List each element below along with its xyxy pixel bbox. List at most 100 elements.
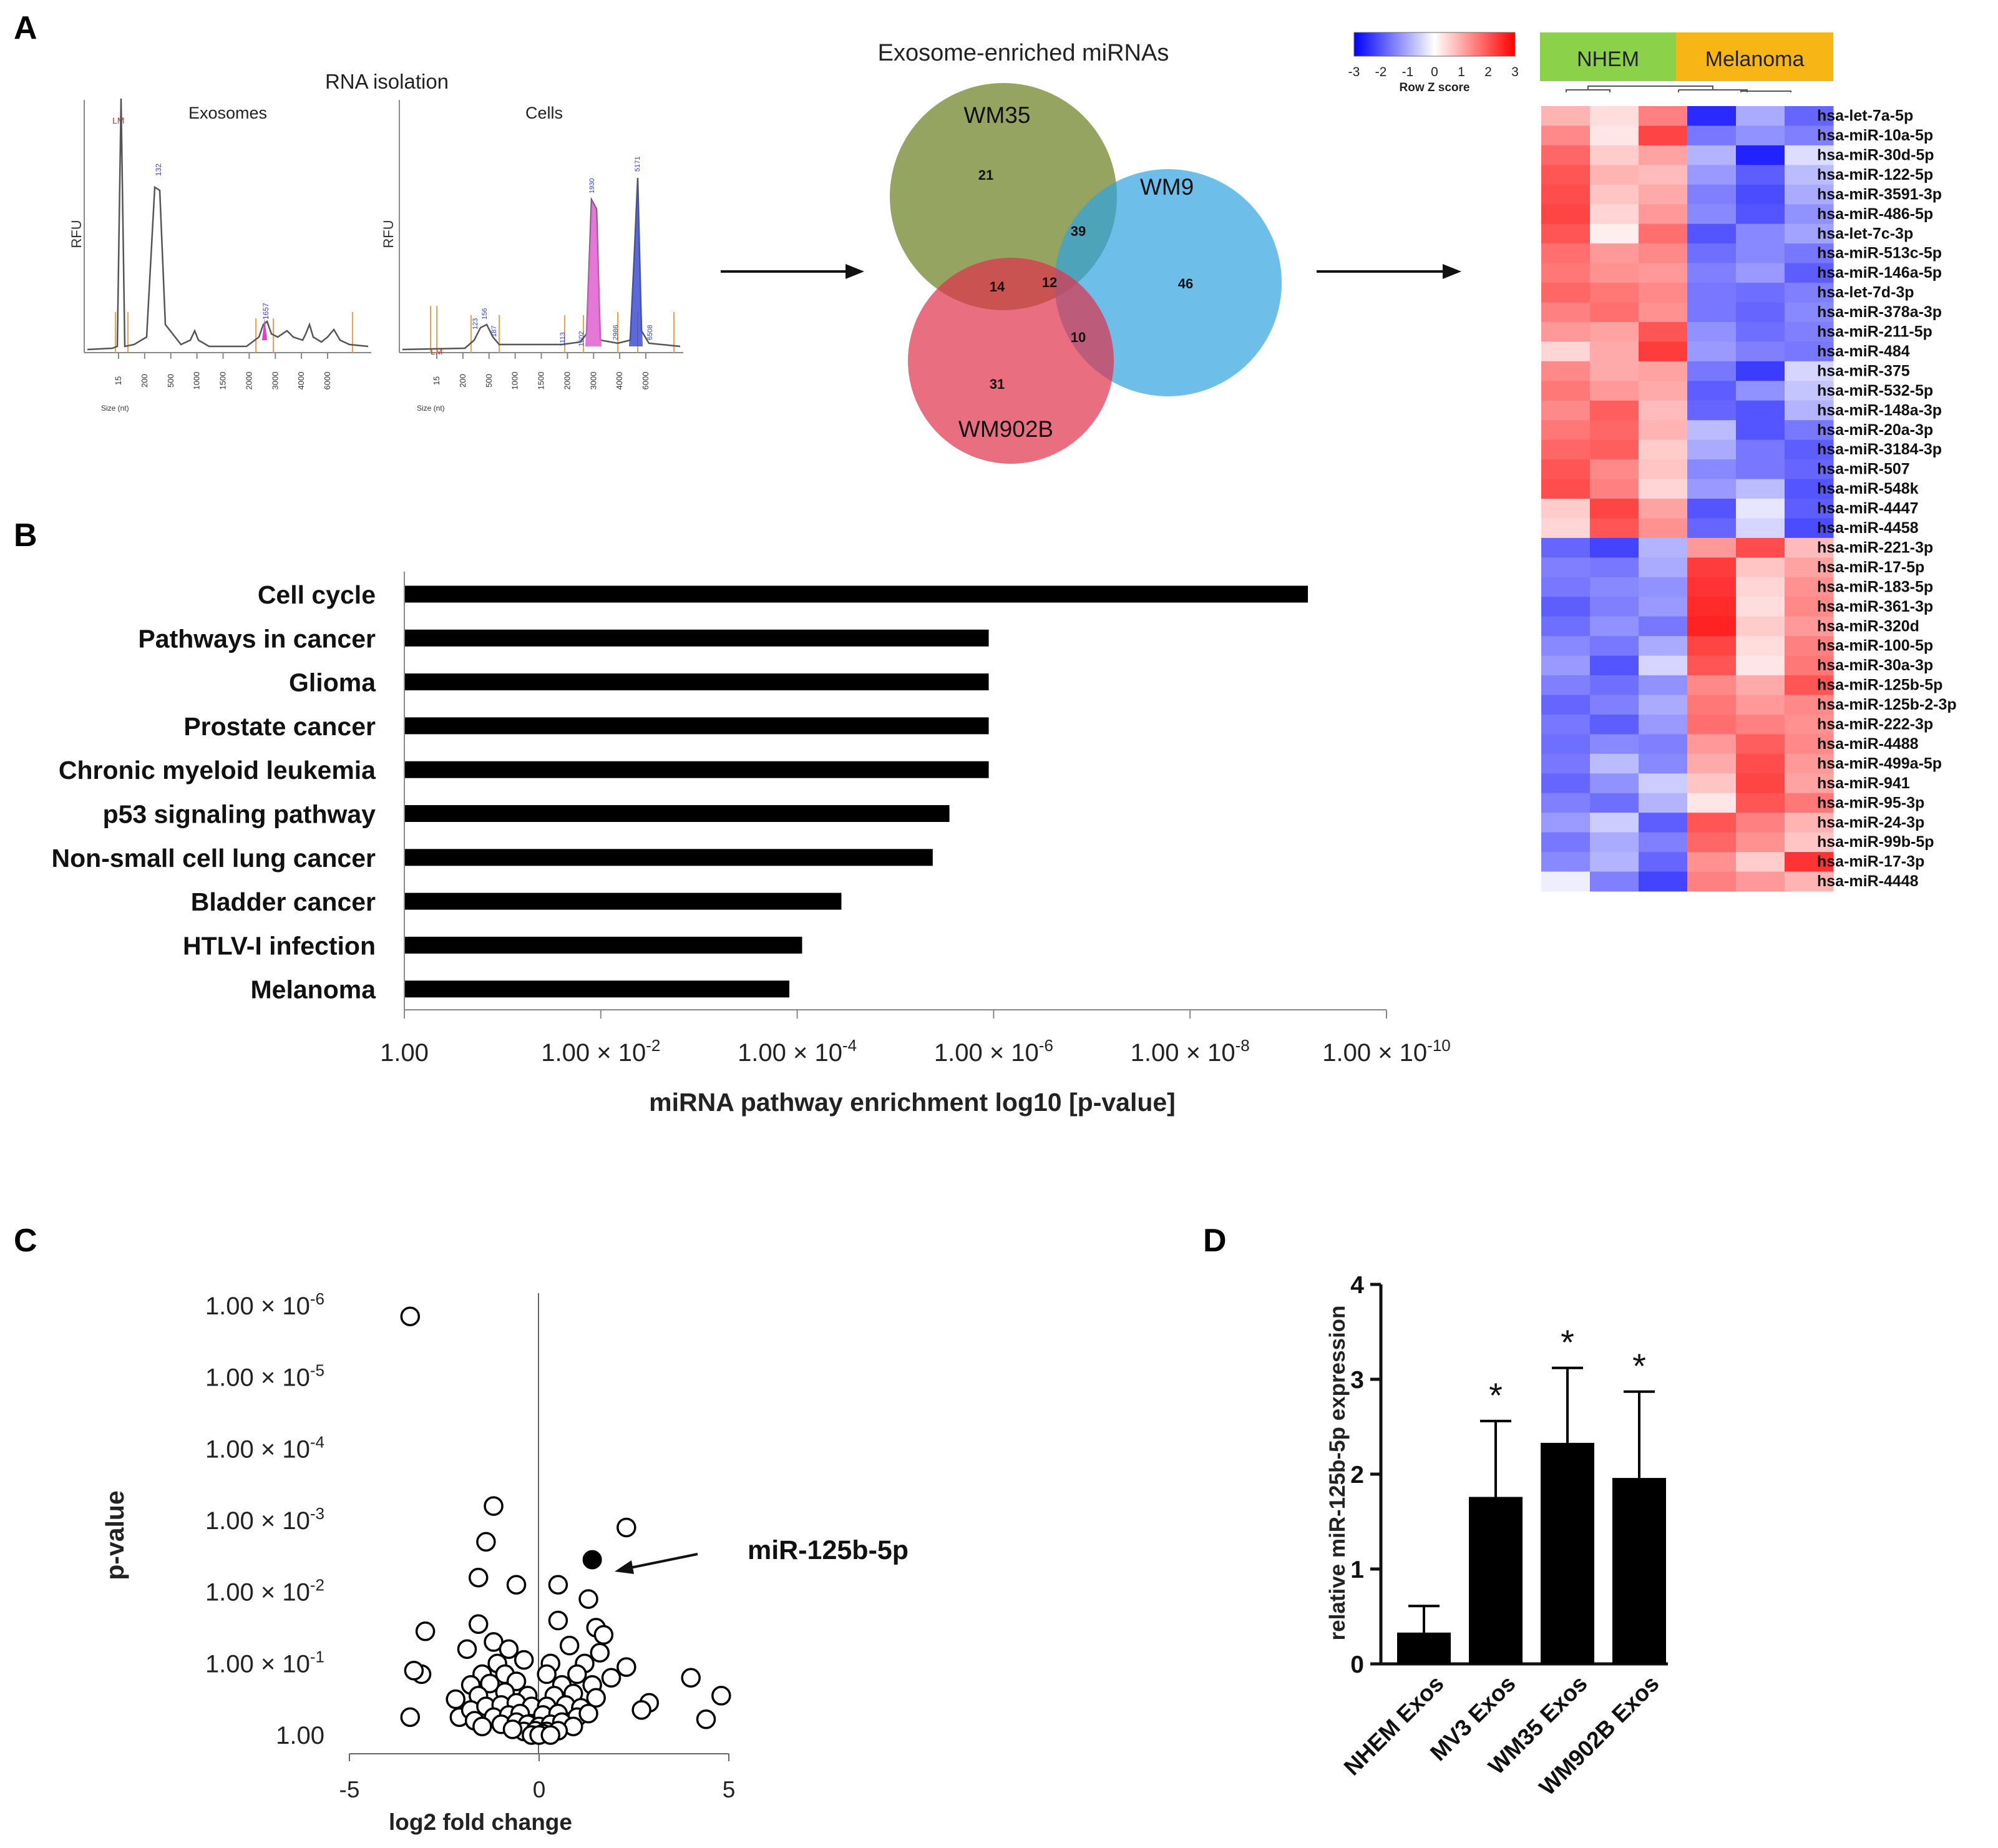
- heatmap-cell: [1590, 537, 1639, 558]
- heatmap-cell: [1785, 734, 1834, 755]
- heatmap-cell: [1687, 283, 1737, 303]
- heatmap-cell: [1785, 283, 1834, 303]
- heatmap-cell: [1541, 321, 1591, 342]
- heatmap-cell: [1687, 597, 1737, 617]
- heatmap-cell: [1687, 734, 1737, 755]
- heatmap-cell: [1785, 675, 1834, 695]
- heatmap-cell: [1639, 283, 1688, 303]
- heatmap-row-label: hsa-miR-484: [1817, 343, 1910, 360]
- heatmap-cell: [1639, 459, 1688, 480]
- chart-b-categories: Cell cycle Pathways in cancer Glioma Prosta…: [52, 580, 377, 1004]
- panel-label-d: D: [1203, 1223, 1227, 1259]
- heatmap-cell: [1736, 204, 1785, 225]
- chart-c-point: [468, 1567, 489, 1588]
- heatmap-cell: [1785, 773, 1834, 794]
- heatmap-cell: [1687, 459, 1737, 480]
- chart-d-y-tick: 3: [1350, 1367, 1364, 1394]
- cells-xlabel: Size (nt): [417, 404, 445, 413]
- chart-c-y-ticks: 1.00 1.00 × 10-1 1.00 × 10-2 1.00 × 10-3 1.0…: [205, 1289, 324, 1749]
- heatmap-cell: [1639, 439, 1688, 460]
- cells-x-ticks: 15 200 500 1000 1500 2000 3000 4000 6000: [432, 353, 650, 389]
- heatmap-cell: [1639, 204, 1688, 225]
- heatmap-cell: [1541, 577, 1591, 597]
- heatmap-cell: [1590, 459, 1639, 480]
- heatmap-cell: [1639, 263, 1688, 283]
- heatmap-cell: [1687, 125, 1737, 146]
- heatmap-cell: [1541, 302, 1591, 323]
- heatmap-row-label: hsa-miR-146a-5p: [1817, 264, 1942, 281]
- exosomes-trace: [87, 98, 369, 351]
- heatmap-cell: [1687, 537, 1737, 558]
- heatmap-cell: [1639, 499, 1688, 519]
- heatmap-row-label: hsa-miR-3184-3p: [1817, 441, 1942, 458]
- chart-d-significance: *: [1489, 1376, 1503, 1415]
- heatmap-cell: [1687, 852, 1737, 873]
- exosomes-peak-label: 132: [154, 164, 163, 176]
- heatmap-row-label: hsa-miR-320d: [1817, 617, 1919, 635]
- heatmap-row-label: hsa-miR-507: [1817, 461, 1910, 478]
- panel-label-b: B: [14, 517, 37, 554]
- heatmap-cell: [1590, 381, 1639, 401]
- heatmap-cell: [1541, 381, 1591, 401]
- heatmap-cell: [1590, 420, 1639, 441]
- exosomes-x-tick: 15: [114, 376, 123, 385]
- heatmap-cell: [1785, 577, 1834, 597]
- heatmap-cell: [1687, 439, 1737, 460]
- heatmap-cell: [1736, 714, 1785, 735]
- panel-label-c: C: [14, 1223, 37, 1259]
- heatmap-cell: [1590, 793, 1639, 813]
- heatmap-cell: [1639, 361, 1688, 381]
- chart-c-point: [472, 1716, 492, 1736]
- heatmap-cell: [1639, 695, 1688, 715]
- venn-label-wm902b: WM902B: [958, 416, 1053, 442]
- heatmap-cell: [1639, 852, 1688, 873]
- heatmap-cell: [1736, 597, 1785, 617]
- zscore-tick: -1: [1402, 65, 1414, 79]
- heatmap-row-label: hsa-miR-221-3p: [1817, 539, 1933, 556]
- venn-count-wm9-wm902b: 10: [1071, 330, 1086, 345]
- heatmap-cell: [1736, 420, 1785, 441]
- heatmap-row-label: hsa-miR-30a-3p: [1817, 657, 1933, 674]
- chart-c-point: [457, 1639, 477, 1660]
- cells-peak-fill: [629, 178, 643, 346]
- chart-d-significance: *: [1632, 1346, 1646, 1386]
- chart-c-point: [548, 1610, 568, 1631]
- heatmap-row-label: hsa-miR-378a-3p: [1817, 303, 1942, 321]
- heatmap-cell: [1541, 283, 1591, 303]
- heatmap-cell: [1785, 381, 1834, 401]
- exosomes-ylabel: RFU: [69, 220, 84, 248]
- heatmap-row-label: hsa-miR-211-5p: [1817, 323, 1932, 341]
- chart-c-y-tick: 1.00: [276, 1722, 324, 1749]
- heatmap-cell: [1590, 479, 1639, 499]
- chart-c-point: [468, 1614, 489, 1635]
- heatmap-cell: [1736, 439, 1785, 460]
- heatmap-row-label: hsa-miR-361-3p: [1817, 598, 1933, 615]
- heatmap-cell: [1736, 537, 1785, 558]
- heatmap-cell: [1639, 145, 1688, 165]
- exosomes-xlabel: Size (nt): [101, 404, 129, 413]
- heatmap-row-label: hsa-miR-4448: [1817, 873, 1919, 890]
- chart-c-point: [696, 1709, 716, 1729]
- heatmap-cell: [1590, 499, 1639, 519]
- cells-peak-label: 1113: [559, 332, 567, 346]
- chart-b-category-label: Bladder cancer: [191, 887, 376, 916]
- chart-b-category-label: Pathways in cancer: [138, 624, 376, 653]
- chart-d-y-tick: 0: [1350, 1651, 1364, 1678]
- exosomes-x-tick: 2000: [244, 372, 253, 390]
- chart-d-bar: [1397, 1632, 1451, 1664]
- heatmap-cell: [1541, 675, 1591, 695]
- heatmap-cell: [1687, 243, 1737, 264]
- chart-d-category-label: WM902B Exos: [1534, 1671, 1664, 1801]
- heatmap-cell: [1687, 577, 1737, 597]
- heatmap-cell: [1687, 302, 1737, 323]
- chart-c-y-tick: 1.00 × 10-1: [205, 1647, 324, 1678]
- heatmap-row-label: hsa-miR-499a-5p: [1817, 755, 1942, 772]
- cells-x-tick: 500: [484, 374, 494, 388]
- heatmap-cell: [1687, 165, 1737, 185]
- heatmap-row-label: hsa-miR-24-3p: [1817, 814, 1924, 831]
- chart-c-y-tick: 1.00 × 10-6: [205, 1289, 324, 1320]
- heatmap-cell: [1541, 459, 1591, 480]
- heatmap-cell: [1687, 106, 1737, 126]
- heatmap-cell: [1687, 518, 1737, 539]
- heatmap-cell: [1590, 341, 1639, 362]
